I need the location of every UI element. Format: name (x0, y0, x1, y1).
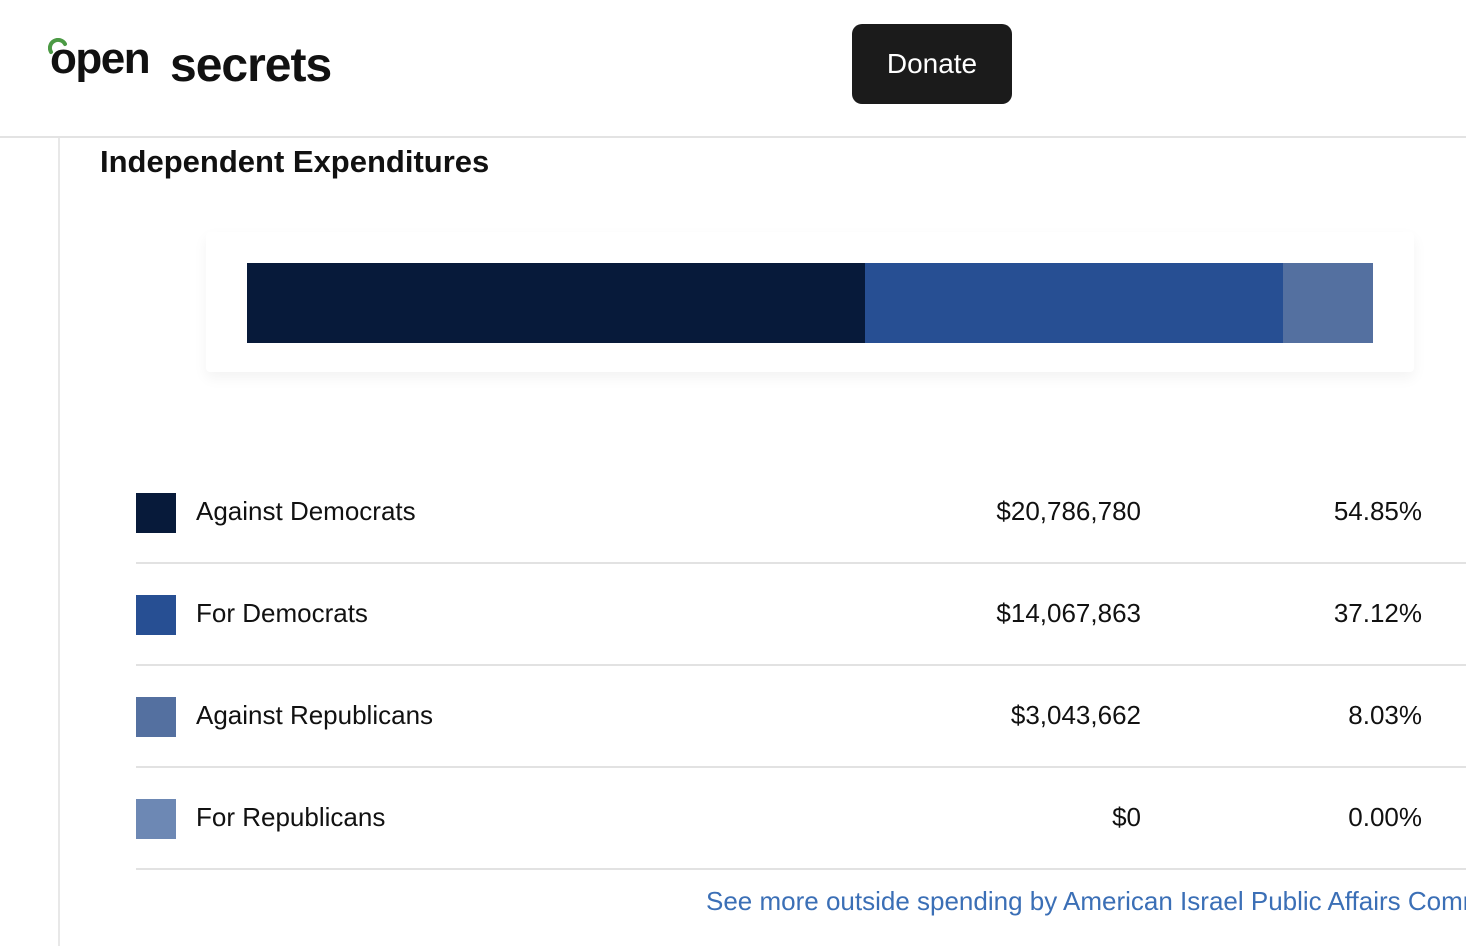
site-header: open secrets Donate (0, 0, 1466, 138)
table-row: For Republicans $0 0.00% (136, 768, 1466, 870)
legend-swatch (136, 799, 176, 839)
legend-swatch (136, 697, 176, 737)
table-row: Against Republicans $3,043,662 8.03% (136, 666, 1466, 768)
logo-text-secrets: secrets (170, 39, 332, 92)
row-label: Against Republicans (196, 700, 434, 730)
row-label: For Democrats (196, 598, 368, 628)
table-row: For Democrats $14,067,863 37.12% (136, 564, 1466, 666)
bar-segment-against-republicans[interactable] (1282, 263, 1373, 343)
section-title: Independent Expenditures (100, 144, 490, 179)
row-amount: $3,043,662 (1010, 700, 1141, 730)
expenditure-table: Against Democrats $20,786,780 54.85% For De… (136, 462, 1466, 870)
row-amount: $20,786,780 (996, 496, 1141, 526)
row-percent: 8.03% (1348, 700, 1422, 730)
legend-swatch (136, 493, 176, 533)
table-row: Against Democrats $20,786,780 54.85% (136, 462, 1466, 564)
bar-segment-for-democrats[interactable] (864, 263, 1283, 343)
see-more-link[interactable]: See more outside spending by American Is… (706, 886, 1466, 916)
legend-swatch (136, 595, 176, 635)
row-label: Against Democrats (196, 496, 416, 526)
logo-arc-icon (48, 38, 67, 54)
donate-button[interactable]: Donate (852, 24, 1012, 104)
row-percent: 0.00% (1348, 802, 1422, 832)
chart-card (206, 232, 1414, 372)
bar-segment-against-democrats[interactable] (247, 263, 865, 343)
content-rail (58, 138, 60, 946)
row-percent: 54.85% (1333, 496, 1422, 526)
row-percent: 37.12% (1333, 598, 1422, 628)
row-amount: $0 (1112, 802, 1141, 832)
row-label: For Republicans (196, 802, 386, 832)
logo-text-open: open (50, 34, 151, 83)
stacked-bar-chart (247, 263, 1373, 343)
row-amount: $14,067,863 (996, 598, 1141, 628)
